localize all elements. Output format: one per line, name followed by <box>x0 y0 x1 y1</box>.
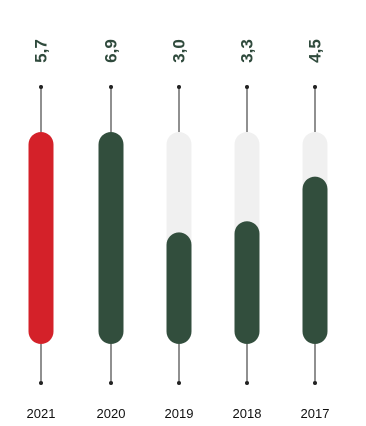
whisker-dot-top-2019 <box>177 85 181 89</box>
value-label-2020: 6,9 <box>102 39 121 63</box>
year-label-2018: 2018 <box>233 406 262 421</box>
whisker-dot-bottom-2019 <box>177 381 181 385</box>
bar-2021 <box>28 132 54 344</box>
value-label-2018: 3,3 <box>238 39 257 63</box>
whisker-dot-top-2017 <box>313 85 317 89</box>
value-label-2019: 3,0 <box>170 39 189 63</box>
whisker-dot-top-2021 <box>39 85 43 89</box>
bar-2019 <box>166 232 192 344</box>
bar-2018 <box>234 221 260 344</box>
whisker-dot-top-2018 <box>245 85 249 89</box>
whisker-dot-bottom-2021 <box>39 381 43 385</box>
value-label-2017: 4,5 <box>306 39 325 63</box>
year-label-2017: 2017 <box>301 406 330 421</box>
whisker-dot-bottom-2020 <box>109 381 113 385</box>
bar-2017 <box>302 176 328 344</box>
year-label-2021: 2021 <box>27 406 56 421</box>
year-label-2020: 2020 <box>97 406 126 421</box>
whisker-dot-top-2020 <box>109 85 113 89</box>
year-label-2019: 2019 <box>165 406 194 421</box>
bar-2020 <box>98 132 124 344</box>
value-label-2021: 5,7 <box>32 39 51 63</box>
whisker-dot-bottom-2018 <box>245 381 249 385</box>
whisker-dot-bottom-2017 <box>313 381 317 385</box>
